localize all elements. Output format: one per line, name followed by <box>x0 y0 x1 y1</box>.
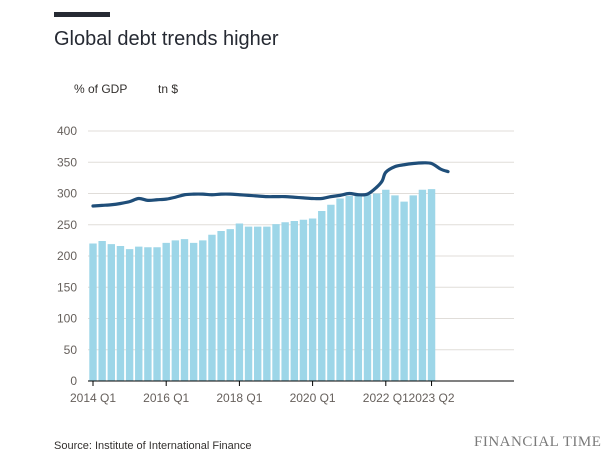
legend-trillion-dollars: tn $ <box>158 82 179 96</box>
bar <box>391 195 399 381</box>
bar <box>89 243 97 381</box>
y-tick-label: 400 <box>57 124 77 138</box>
bar <box>171 240 180 381</box>
y-axis-ticks: 0 50 100 150 200 250 300 350 400 <box>57 124 77 388</box>
bar <box>180 239 189 381</box>
bar <box>382 189 390 381</box>
bar <box>354 195 363 381</box>
x-tick-label: 2020 Q1 <box>290 391 336 405</box>
bar <box>107 244 115 381</box>
bar <box>427 189 436 381</box>
y-tick-label: 200 <box>57 249 77 263</box>
bar <box>318 211 326 381</box>
bar <box>372 193 381 381</box>
x-tick-label: 2016 Q1 <box>143 391 189 405</box>
bar <box>135 246 143 381</box>
bar <box>336 198 344 381</box>
bar <box>281 222 289 381</box>
bar <box>400 201 408 381</box>
bar <box>208 234 216 381</box>
bar <box>98 241 106 381</box>
x-tick-label: 2018 Q1 <box>216 391 262 405</box>
bar <box>116 246 125 381</box>
bar <box>153 247 161 381</box>
bar <box>263 226 271 381</box>
legend-percent-gdp: % of GDP <box>74 82 128 96</box>
y-tick-label: 300 <box>57 187 77 201</box>
bar <box>299 219 308 381</box>
y-tick-label: 0 <box>70 374 77 388</box>
chart-title: Global debt trends higher <box>54 28 279 50</box>
title-rule <box>54 12 110 17</box>
bar <box>409 195 417 381</box>
bar <box>235 223 244 381</box>
gdp-line <box>91 161 450 208</box>
x-tick-label: 2022 Q1 <box>363 391 409 405</box>
y-tick-label: 100 <box>57 312 77 326</box>
bar <box>217 231 225 381</box>
bar <box>144 247 152 381</box>
bar-series <box>89 189 436 381</box>
ft-logo: FINANCIAL TIMES <box>474 434 602 450</box>
bar <box>125 249 134 381</box>
bar <box>189 242 198 381</box>
bar <box>363 194 372 381</box>
bar <box>226 229 234 381</box>
bar <box>418 189 427 381</box>
bar <box>254 226 262 381</box>
bar <box>244 226 253 381</box>
bar <box>199 240 207 381</box>
y-tick-label: 150 <box>57 280 77 294</box>
bar <box>162 242 170 381</box>
source-note: Source: Institute of International Finan… <box>54 440 252 452</box>
bar <box>345 196 353 381</box>
bar <box>272 224 280 381</box>
x-tick-label: 2014 Q1 <box>70 391 116 405</box>
y-tick-label: 350 <box>57 155 77 169</box>
bar <box>308 218 317 381</box>
bar <box>327 204 335 381</box>
x-axis: 2014 Q1 2016 Q1 2018 Q1 2020 Q1 2022 Q1 2023 … <box>70 380 514 405</box>
x-tick-label: 2023 Q2 <box>409 391 455 405</box>
bar <box>290 221 298 381</box>
line-series <box>91 161 450 208</box>
y-tick-label: 50 <box>64 343 78 357</box>
y-tick-label: 250 <box>57 218 77 232</box>
